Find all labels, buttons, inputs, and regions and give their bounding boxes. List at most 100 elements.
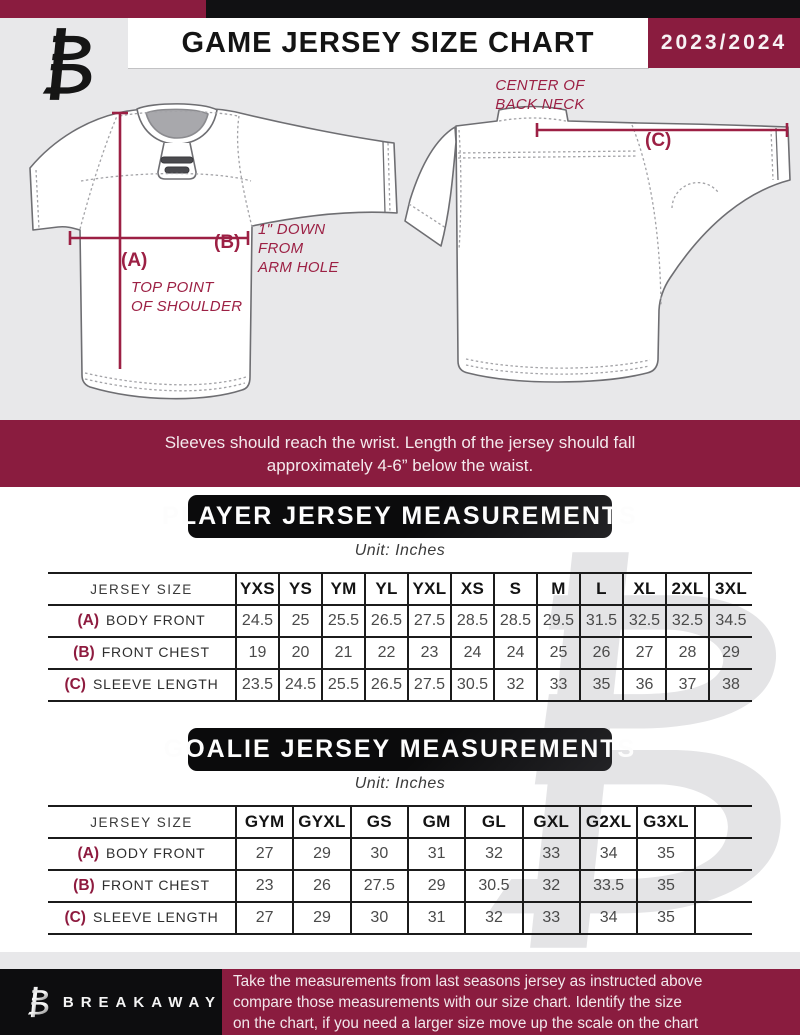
- goalie-value-cell: 23: [234, 870, 294, 902]
- goalie-size-G3XL: G3XL: [636, 806, 695, 838]
- goalie-value-cell: 29: [292, 838, 351, 870]
- jersey-illustrations: [29, 103, 791, 400]
- note-center-back-neck: CENTER OF BACK NECK: [495, 77, 585, 113]
- player-corner-label: JERSEY SIZE: [90, 581, 193, 597]
- jersey-diagram: CENTER OF BACK NECK (C) (B) 1" DOWN FROM…: [0, 70, 800, 425]
- player-value-cell: 30.5: [450, 669, 494, 701]
- player-size-YL: YL: [364, 573, 408, 605]
- goalie-row-sleeve-length: (C) SLEEVE LENGTH 27 29 30 31 32 33 34 35: [48, 902, 752, 934]
- player-size-YS: YS: [278, 573, 322, 605]
- goalie-size-empty-8: [693, 806, 752, 838]
- fit-notice-line1: Sleeves should reach the wrist. Length o…: [164, 432, 636, 452]
- player-value-cell: 24.5: [235, 605, 279, 637]
- player-value-cell: 31.5: [579, 605, 623, 637]
- player-value-cell: 32.5: [622, 605, 666, 637]
- goalie-unit-label: Unit: Inches: [354, 775, 446, 792]
- player-value-cell: 25: [278, 605, 322, 637]
- player-value-cell: 24: [493, 637, 537, 669]
- player-size-S: S: [493, 573, 537, 605]
- row-key: (B): [73, 877, 95, 894]
- goalie-row-label: (A) BODY FRONT: [48, 838, 236, 870]
- goalie-row-label: (B) FRONT CHEST: [48, 870, 236, 902]
- goalie-value-cell: 29: [292, 902, 351, 934]
- row-title: BODY FRONT: [106, 612, 206, 628]
- player-value-cell: 22: [364, 637, 408, 669]
- goalie-table: JERSEY SIZE GYM GYXL GS GM GL GXL G2XL G3XL (A) BO…: [48, 805, 752, 935]
- goalie-value-cell: [693, 838, 752, 870]
- note-top-point-shoulder: TOP POINT OF SHOULDER: [131, 279, 243, 315]
- player-value-cell: 27.5: [407, 605, 451, 637]
- player-value-cell: 37: [665, 669, 709, 701]
- player-value-cell: 29.5: [536, 605, 580, 637]
- row-title: BODY FRONT: [106, 845, 206, 861]
- goalie-corner-label: JERSEY SIZE: [90, 814, 193, 830]
- row-title: SLEEVE LENGTH: [92, 676, 219, 692]
- goalie-value-cell: 35: [636, 870, 695, 902]
- player-row-body-front: (A) BODY FRONT 24.5 25 25.5 26.5 27.5 28.5 28.5 2…: [48, 605, 752, 637]
- goalie-value-cell: 30: [349, 838, 408, 870]
- player-value-cell: 36: [622, 669, 666, 701]
- player-value-cell: 25.5: [321, 669, 365, 701]
- row-title: SLEEVE LENGTH: [92, 909, 219, 925]
- footer-line1: Take the measurements from last seasons …: [233, 972, 703, 990]
- row-key: (B): [73, 644, 95, 661]
- goalie-size-GXL: GXL: [521, 806, 580, 838]
- goalie-size-GYM: GYM: [234, 806, 294, 838]
- goalie-value-cell: 33: [521, 838, 580, 870]
- player-value-cell: 24.5: [278, 669, 322, 701]
- top-accent-bar-maroon: [0, 0, 206, 18]
- player-value-cell: 19: [235, 637, 279, 669]
- goalie-value-cell: 32: [464, 838, 523, 870]
- player-table: JERSEY SIZE YXS YS YM YL YXL XS S M L XL 2XL 3XL (A) B…: [48, 572, 752, 702]
- footer-brand-block: BREAKAWAY: [0, 969, 222, 1035]
- player-value-cell: 28.5: [493, 605, 537, 637]
- goalie-size-G2XL: G2XL: [578, 806, 638, 838]
- goalie-value-cell: 33: [521, 902, 580, 934]
- goalie-value-cell: 26: [292, 870, 351, 902]
- player-size-XS: XS: [450, 573, 494, 605]
- goalie-row-body-front: (A) BODY FRONT 27 29 30 31 32 33 34 35: [48, 838, 752, 870]
- player-value-cell: 24: [450, 637, 494, 669]
- goalie-value-cell: 33.5: [578, 870, 638, 902]
- player-value-cell: 28: [665, 637, 709, 669]
- player-value-cell: 28.5: [450, 605, 494, 637]
- player-size-YM: YM: [321, 573, 365, 605]
- row-title: FRONT CHEST: [101, 644, 210, 660]
- goalie-value-cell: 32: [521, 870, 580, 902]
- row-key: (A): [77, 845, 99, 862]
- player-size-YXL: YXL: [407, 573, 451, 605]
- goalie-value-cell: [693, 902, 752, 934]
- goalie-value-cell: 34: [578, 902, 638, 934]
- goalie-value-cell: 32: [464, 902, 523, 934]
- goalie-value-cell: 31: [406, 838, 466, 870]
- player-size-L: L: [579, 573, 623, 605]
- goalie-value-cell: 29: [406, 870, 466, 902]
- player-value-cell: 34.5: [708, 605, 752, 637]
- goalie-row-front-chest: (B) FRONT CHEST 23 26 27.5 29 30.5 32 33.5 35: [48, 870, 752, 902]
- goalie-header-row: JERSEY SIZE GYM GYXL GS GM GL GXL G2XL G3XL: [48, 806, 752, 838]
- player-size-YXS: YXS: [235, 573, 279, 605]
- footer-instructions: Take the measurements from last seasons …: [222, 969, 800, 1035]
- footer-line2: compare those measurements with our size…: [233, 993, 682, 1011]
- fit-notice-band: Sleeves should reach the wrist. Length o…: [0, 420, 800, 487]
- player-size-XL: XL: [622, 573, 666, 605]
- label-b: (B): [214, 232, 241, 253]
- player-row-label: (C) SLEEVE LENGTH: [48, 669, 236, 701]
- label-c: (C): [645, 130, 672, 151]
- row-key: (C): [64, 909, 86, 926]
- player-header-row: JERSEY SIZE YXS YS YM YL YXL XS S M L XL 2XL 3XL: [48, 573, 752, 605]
- player-row-front-chest: (B) FRONT CHEST 19 20 21 22 23 24 24 25 26 27 28 29: [48, 637, 752, 669]
- goalie-value-cell: 34: [578, 838, 638, 870]
- page-title: GAME JERSEY SIZE CHART: [181, 26, 595, 59]
- player-value-cell: 32.5: [665, 605, 709, 637]
- player-unit-label: Unit: Inches: [354, 542, 446, 559]
- player-value-cell: 27.5: [407, 669, 451, 701]
- player-value-cell: 20: [278, 637, 322, 669]
- goalie-size-GYXL: GYXL: [292, 806, 351, 838]
- row-title: FRONT CHEST: [101, 877, 210, 893]
- player-row-sleeve-length: (C) SLEEVE LENGTH 23.5 24.5 25.5 26.5 27.5 30.5…: [48, 669, 752, 701]
- player-value-cell: 25.5: [321, 605, 365, 637]
- player-value-cell: 29: [708, 637, 752, 669]
- goalie-value-cell: 35: [636, 838, 695, 870]
- goalie-value-cell: 27.5: [349, 870, 408, 902]
